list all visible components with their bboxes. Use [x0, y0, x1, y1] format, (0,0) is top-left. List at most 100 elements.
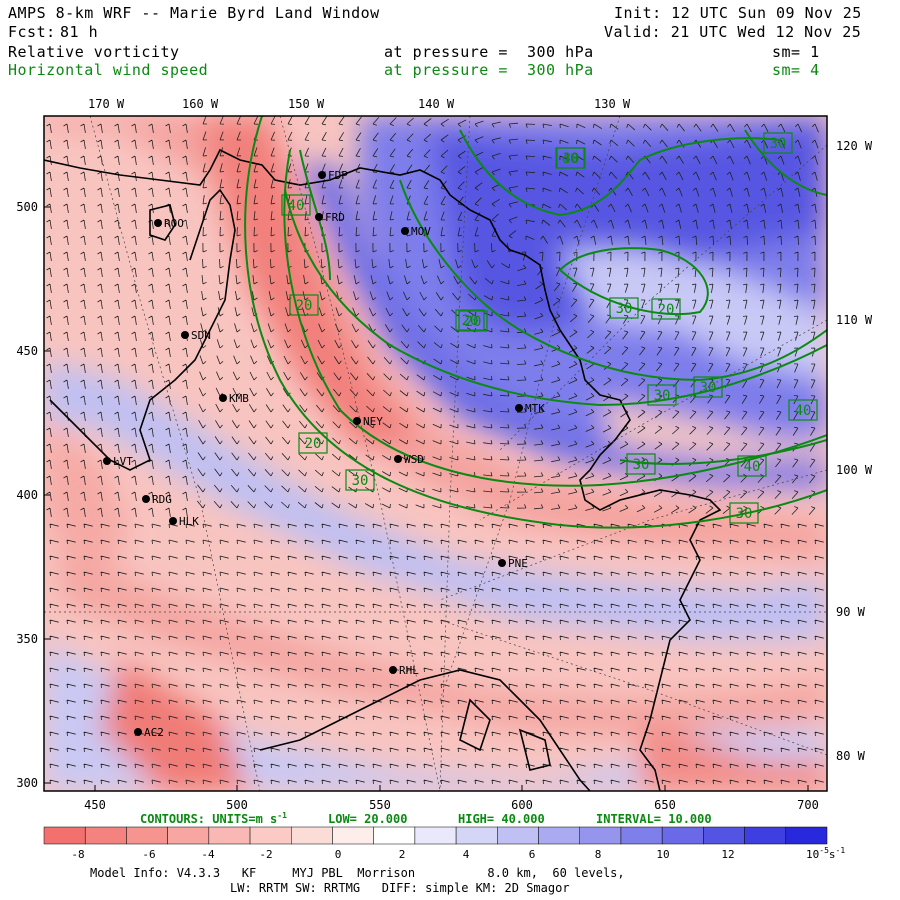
field1-name: Relative vorticity	[8, 43, 180, 61]
bottom-tick-label: 600	[511, 798, 533, 812]
contour-label: 30	[770, 136, 787, 152]
contour-interval: INTERVAL= 10.000	[596, 812, 712, 826]
contour-label-box	[555, 147, 585, 169]
model-info-line2: LW: RRTM SW: RRTMG DIFF: simple KM: 2D S…	[230, 881, 570, 895]
station-dot-pne	[498, 559, 506, 567]
colorbar-units-base: 10	[806, 848, 819, 861]
bottom-tick-label: 650	[654, 798, 676, 812]
left-tick-label: 500	[16, 200, 38, 214]
contour-label-box	[651, 298, 681, 320]
contour-label: 20	[305, 436, 322, 452]
colorbar-swatch	[373, 826, 416, 845]
right-lon-label: 100 W	[836, 463, 873, 477]
field2-name: Horizontal wind speed	[8, 61, 209, 79]
station-label-rhl: RHL	[399, 664, 419, 677]
forecast-label: Fcst:	[8, 23, 56, 41]
colorbar-swatch	[620, 826, 663, 845]
contour-label-box	[647, 384, 677, 406]
station-dot-rhl	[389, 666, 397, 674]
right-lon-label: 90 W	[836, 605, 866, 619]
colorbar-swatch	[43, 826, 86, 845]
station-label-lvt: LVT	[113, 455, 133, 468]
station-dot-mov	[401, 227, 409, 235]
left-axis-labels: 500 450 400 350 300	[16, 200, 38, 790]
station-label-rdg: RDG	[152, 493, 172, 506]
contour-label: 30	[736, 506, 753, 522]
contour-label-box	[737, 455, 767, 477]
station-label-sdn: SDN	[191, 329, 211, 342]
colorbar-swatch	[414, 826, 457, 845]
station-label-pne: PNE	[508, 557, 528, 570]
bottom-tick-label: 450	[84, 798, 106, 812]
contour-label-box	[298, 432, 328, 454]
colorbar-swatch	[661, 826, 704, 845]
left-tick-label: 400	[16, 488, 38, 502]
field2-pressure: at pressure = 300 hPa	[384, 61, 594, 79]
colorbar-label: 6	[529, 848, 536, 861]
valid-time: Valid: 21 UTC Wed 12 Nov 25	[604, 23, 862, 41]
left-tick-label: 450	[16, 344, 38, 358]
contour-high: HIGH= 40.000	[458, 812, 545, 826]
model-info-line1: Model Info: V4.3.3 KF MYJ PBL Morrison 8…	[90, 866, 625, 880]
right-lon-label: 120 W	[836, 139, 873, 153]
contour-label: 30	[563, 151, 580, 167]
top-lon-label: 170 W	[88, 97, 125, 111]
field1-pressure: at pressure = 300 hPa	[384, 43, 594, 61]
top-lon-label: 160 W	[182, 97, 219, 111]
contours-info: CONTOURS: UNITS=m s-1 LOW= 20.000 HIGH= …	[140, 811, 712, 826]
station-dot-frd	[315, 213, 323, 221]
colorbar-label: 4	[463, 848, 470, 861]
contour-label-box	[289, 294, 319, 316]
station-label-ac2: AC2	[144, 726, 164, 739]
station-dot-mtk	[515, 404, 523, 412]
right-longitude-labels: 120 W 110 W 100 W 90 W 80 W	[836, 139, 873, 763]
contour-label: 20	[296, 298, 313, 314]
station-label-wsd: WSD	[404, 453, 424, 466]
contour-label: 20	[465, 314, 482, 330]
contour-label: 40	[288, 198, 305, 214]
station-dot-wsd	[394, 455, 402, 463]
colorbar-swatch	[249, 826, 292, 845]
colorbar-label: -6	[142, 848, 155, 861]
station-label-kmb: KMB	[229, 392, 249, 405]
colorbar-label: 12	[721, 848, 734, 861]
colorbar-swatch	[84, 826, 127, 845]
bottom-axis-labels: 450 500 550 600 650 700	[84, 798, 819, 812]
map-title: AMPS 8-km WRF -- Marie Byrd Land Window	[8, 4, 380, 22]
colorbar-swatch	[497, 826, 539, 845]
station-dot-lvt	[103, 457, 111, 465]
contour-label: 30	[700, 380, 717, 396]
station-label-ney: NEY	[363, 415, 383, 428]
colorbar-swatch	[579, 826, 622, 845]
contour-label-box	[455, 309, 485, 331]
contour-label-box	[693, 376, 723, 398]
bottom-tick-label: 700	[797, 798, 819, 812]
contour-label: 20	[462, 313, 479, 329]
left-tick-label: 300	[16, 776, 38, 790]
station-label-roo: ROO	[164, 217, 184, 230]
contour-label-box	[345, 469, 375, 491]
colorbar-units-exp: -5	[819, 846, 829, 855]
wind-barb-grid	[46, 116, 824, 785]
contour-label: 30	[633, 457, 650, 473]
colorbar-units-suffix: s	[829, 848, 836, 861]
right-lon-label: 80 W	[836, 749, 866, 763]
contour-units: CONTOURS: UNITS=m s	[140, 812, 277, 826]
svg-text:10-5s-1: 10-5s-1	[806, 846, 845, 861]
colorbar-swatch	[208, 826, 251, 845]
station-dot-rdg	[142, 495, 150, 503]
left-tick-label: 350	[16, 632, 38, 646]
field2-smoothing: sm= 4	[772, 61, 820, 79]
contour-label-box	[458, 310, 488, 332]
station-dot-ney	[353, 417, 361, 425]
colorbar-swatch	[703, 826, 745, 845]
contour-label: 30	[616, 301, 633, 317]
forecast-hours: 81 h	[60, 23, 99, 41]
station-markers: ROO FDP FRD MOV SDN KMB NEY MTK WSD LVT RDG HLK PNE R…	[103, 169, 545, 739]
contour-label: 30	[352, 473, 369, 489]
station-dot-roo	[154, 219, 162, 227]
colorbar-label: -4	[201, 848, 215, 861]
colorbar-label: 8	[595, 848, 602, 861]
